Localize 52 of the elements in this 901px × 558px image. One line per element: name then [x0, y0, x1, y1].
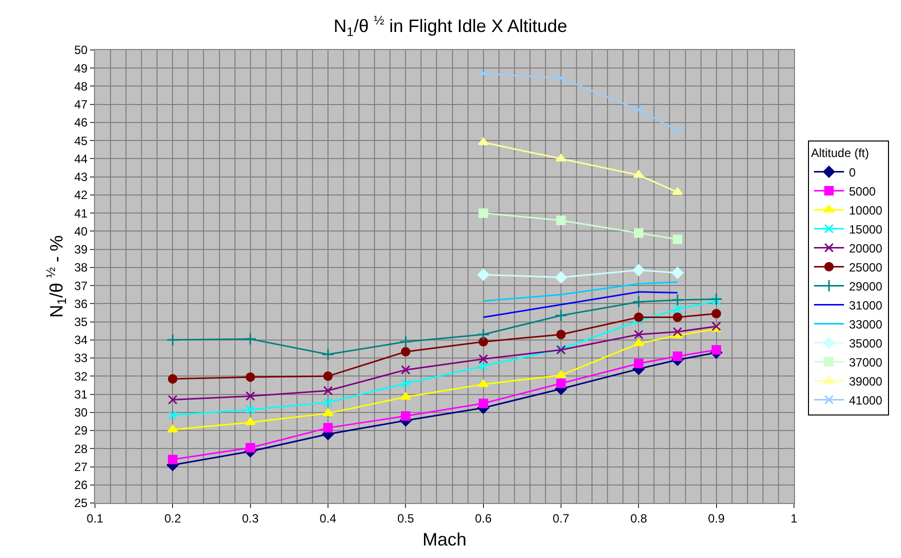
- legend-label: 15000: [848, 222, 883, 236]
- x-tick-label: 0.6: [474, 511, 492, 526]
- y-tick-label: 43: [74, 170, 88, 184]
- y-tick-label: 40: [74, 224, 88, 238]
- x-tick-label: 0.1: [86, 511, 104, 526]
- y-tick-label: 26: [74, 478, 88, 492]
- y-tick-label: 25: [74, 496, 88, 510]
- legend-label: 39000: [848, 374, 883, 388]
- x-tick-label: 1: [790, 511, 798, 526]
- y-tick-label: 47: [74, 98, 88, 112]
- y-tick-label: 34: [74, 333, 88, 348]
- legend-label: 5000: [848, 184, 876, 198]
- y-tick-label: 42: [74, 188, 88, 202]
- y-tick-label: 28: [74, 442, 88, 456]
- y-tick-label: 38: [74, 260, 88, 275]
- y-tick-label: 39: [74, 242, 88, 257]
- legend-title: Altitude (ft): [810, 146, 870, 160]
- x-tick-label: 0.7: [552, 511, 570, 526]
- y-tick-label: 29: [74, 424, 88, 438]
- x-tick-label: 0.4: [320, 511, 337, 526]
- y-tick-label: 32: [74, 369, 88, 384]
- y-tick-label: 46: [74, 116, 88, 130]
- y-tick-label: 41: [74, 206, 88, 220]
- legend-label: 29000: [848, 279, 883, 294]
- legend-label: 33000: [848, 317, 883, 332]
- x-tick-label: 0.8: [630, 511, 648, 526]
- y-tick-label: 50: [74, 43, 88, 58]
- y-tick-label: 49: [74, 61, 88, 76]
- legend-label: 31000: [848, 298, 883, 312]
- legend-label: 20000: [848, 241, 883, 256]
- legend-label: 35000: [848, 336, 883, 350]
- legend-label: 10000: [848, 203, 883, 218]
- y-tick-label: 48: [74, 79, 88, 94]
- y-tick-label: 44: [74, 152, 88, 166]
- x-tick-label: 0.2: [164, 511, 182, 526]
- legend-label: 25000: [848, 260, 883, 274]
- legend-label: 41000: [848, 393, 883, 408]
- legend-label: 0: [848, 165, 856, 180]
- y-tick-label: 33: [74, 351, 88, 366]
- y-tick-label: 30: [74, 406, 88, 420]
- x-axis-title: Mach: [422, 530, 467, 550]
- chart-title: N$_{1}$/θ $^{½}$ in Flight Idle X Altitude: [334, 14, 568, 39]
- y-tick-label: 36: [74, 296, 88, 311]
- y-tick-label: 45: [74, 134, 88, 148]
- legend-label: 37000: [848, 355, 883, 370]
- y-tick-label: 27: [74, 460, 88, 474]
- x-tick-label: 0.9: [708, 511, 725, 526]
- x-tick-label: 0.5: [397, 511, 414, 526]
- x-tick-label: 0.3: [242, 511, 259, 526]
- y-tick-label: 37: [74, 278, 88, 293]
- y-tick-label: 35: [74, 315, 88, 329]
- y-tick-label: 31: [74, 387, 88, 402]
